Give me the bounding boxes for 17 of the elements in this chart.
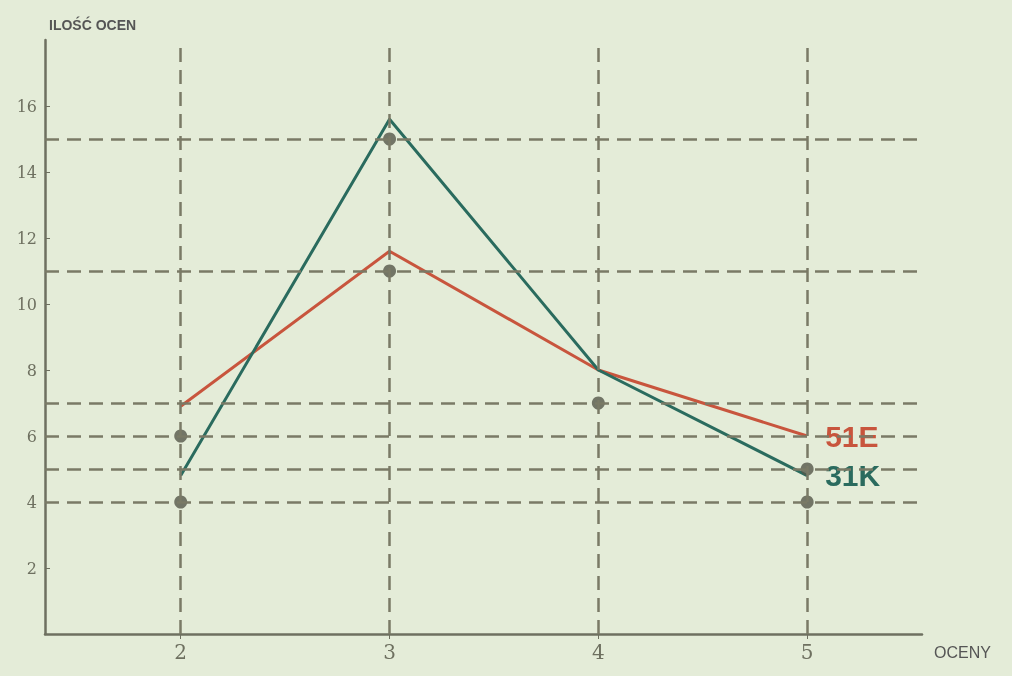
y-tick-label: 4 — [26, 492, 37, 512]
y-tick-label: 6 — [26, 426, 37, 446]
x-tick-label: 2 — [174, 640, 188, 664]
line-series — [179, 249, 809, 438]
y-axis-title: ILOŚĆ OCEN — [49, 16, 137, 33]
y-tick-label: 2 — [26, 558, 37, 578]
series-label: 31K — [825, 459, 881, 493]
y-tick-label: 10 — [16, 294, 37, 314]
x-tick-label: 4 — [591, 640, 605, 664]
series-label: 51E — [825, 419, 879, 453]
x-tick-label: 3 — [383, 640, 396, 664]
y-tick-label: 16 — [16, 96, 37, 116]
x-axis-title: OCENY — [934, 643, 992, 661]
y-tick-label: 14 — [16, 162, 37, 182]
x-tick-label: 5 — [800, 640, 814, 664]
y-tick-label: 12 — [16, 228, 37, 248]
y-tick-label: 8 — [26, 360, 37, 380]
